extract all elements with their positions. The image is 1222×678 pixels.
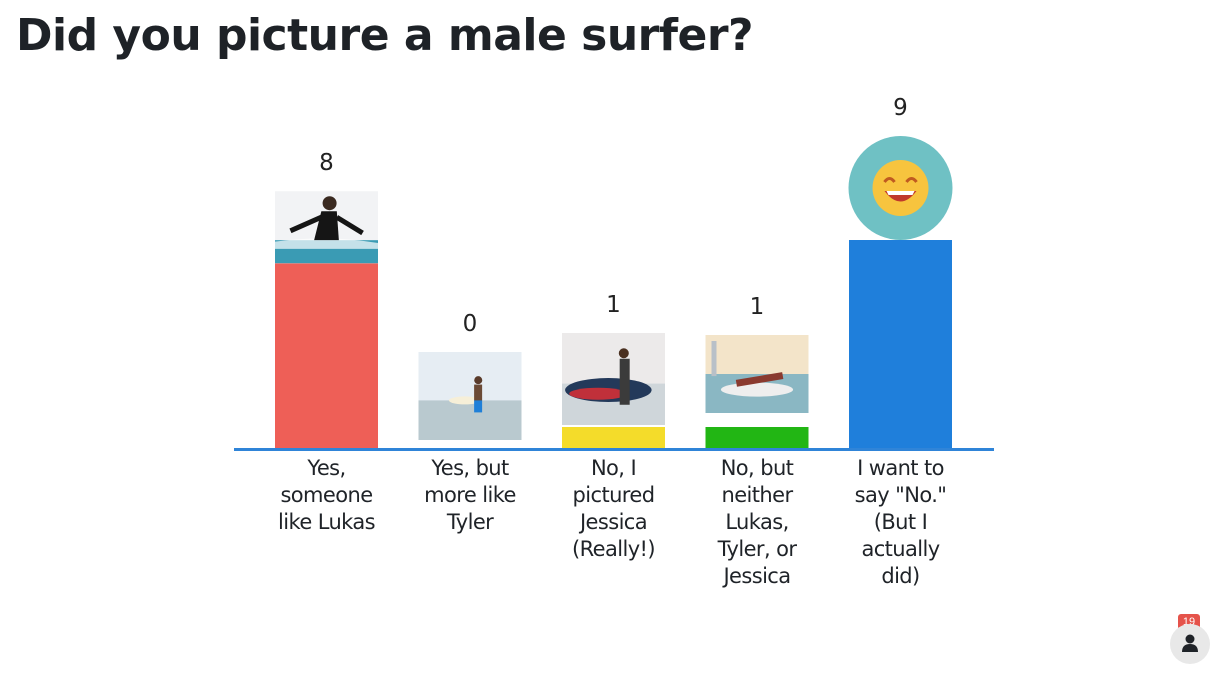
value-label: 9 [893,95,908,121]
surfer-photo [418,352,522,440]
surfer-photo [275,191,378,264]
person-icon [1182,634,1198,652]
category-label-line: (Really!) [572,537,656,561]
category-label-line: Yes, but [431,456,509,480]
category-label: No, I pictured Jessica (Really!) [549,455,679,563]
category-label-line: Jessica [723,564,791,588]
category-label-line: Jessica [579,510,648,534]
value-label: 0 [462,311,478,337]
category-label-line: Tyler, or [717,537,797,561]
category-label: Yes, but more like Tyler [405,455,535,536]
category-label: No, but neither Lukas, Tyler, or Jessica [692,455,822,590]
category-label-line: Tyler [446,510,494,534]
surfer-photo [562,333,665,425]
page-title: Did you picture a male surfer? [16,10,754,61]
category-label-line: Yes, [307,456,346,480]
category-label-line: someone [280,483,373,507]
category-label-line: pictured [572,483,655,507]
category-label-line: (But I [873,510,928,534]
bar [562,427,665,449]
value-label: 1 [606,292,621,318]
laughing-emoji-icon [848,136,953,240]
participants-button[interactable] [1170,624,1210,664]
category-label-line: like Lukas [278,510,376,534]
value-label: 1 [749,294,765,320]
surfer-photo [705,335,809,413]
category-label-line: actually [861,537,940,561]
category-label-line: more like [424,483,516,507]
category-label: I want to say "No." (But I actually did) [836,455,966,590]
bar [275,263,378,449]
value-label: 8 [319,150,334,177]
category-label-line: No, but [720,456,794,480]
category-label-line: No, I [590,456,637,480]
category-label: Yes, someone like Lukas [262,455,392,536]
bar [849,240,952,449]
category-label-line: neither [721,483,794,507]
bar [705,427,809,449]
category-label-line: Lukas, [725,510,789,534]
category-label-line: say "No." [854,483,947,507]
category-label-line: I want to [857,456,944,480]
category-label-line: did) [881,564,920,588]
